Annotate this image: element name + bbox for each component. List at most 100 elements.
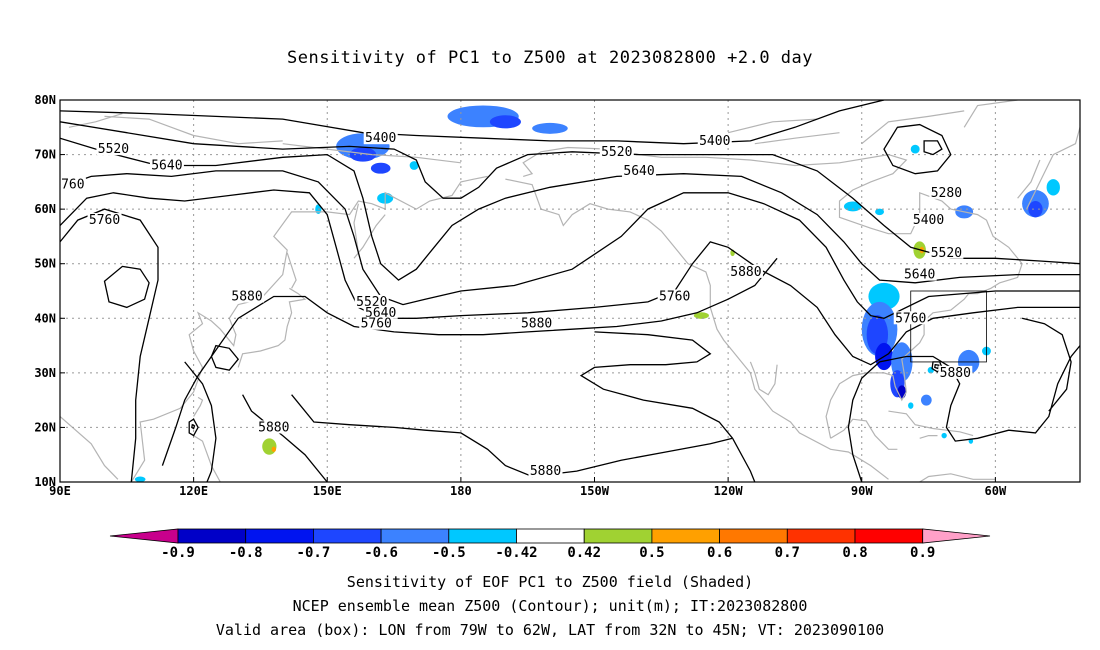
contour-label: 5400 bbox=[365, 131, 396, 146]
coastline bbox=[892, 473, 996, 482]
lon-label: 90W bbox=[851, 484, 873, 498]
sensitivity-patch bbox=[920, 394, 932, 406]
z500-contour bbox=[291, 394, 733, 478]
sensitivity-patch bbox=[1046, 179, 1060, 196]
z500-contour bbox=[60, 208, 159, 482]
z500-contour bbox=[732, 437, 756, 482]
lon-label: 150W bbox=[580, 484, 610, 498]
contour-label: 5880 bbox=[521, 317, 552, 332]
contour-label-bg bbox=[87, 213, 122, 227]
coastline bbox=[130, 175, 488, 482]
sensitivity-patch bbox=[370, 162, 391, 174]
plot-area: 5400 5520 5640 5760 5760 5880 5520 5640 5760 5880… bbox=[60, 100, 1080, 564]
contour-label-bg bbox=[622, 163, 657, 177]
contour-label: 5880 bbox=[730, 265, 761, 280]
coastline bbox=[193, 435, 221, 482]
sensitivity-patch bbox=[908, 402, 914, 409]
z500-contour-loop bbox=[934, 363, 940, 370]
contour-label-bg bbox=[728, 264, 763, 278]
contour-label-bg bbox=[149, 158, 184, 172]
coastline bbox=[505, 178, 889, 480]
colorbar-segment bbox=[245, 528, 314, 544]
contour-label: 5880 bbox=[940, 366, 971, 381]
sensitivity-patch bbox=[910, 144, 920, 154]
colorbar-label: -0.5 bbox=[432, 545, 466, 561]
colorbar-segment bbox=[516, 528, 585, 544]
colorbar-label: 0.9 bbox=[910, 545, 935, 561]
sensitivity-patch bbox=[941, 432, 947, 439]
colorbar-left-arrow bbox=[109, 528, 179, 544]
sensitivity-patch bbox=[262, 438, 277, 455]
z500-contour bbox=[184, 361, 217, 482]
sensitivity-patch bbox=[349, 147, 377, 162]
coastline bbox=[522, 146, 1023, 439]
contour-label-bg bbox=[528, 464, 563, 478]
coastline bbox=[60, 416, 119, 480]
coastline bbox=[1017, 159, 1041, 199]
sensitivity-patch bbox=[409, 161, 419, 170]
lat-label: 70N bbox=[34, 148, 56, 162]
colorbar-segment bbox=[583, 528, 653, 544]
sensitivity-patch bbox=[489, 115, 522, 129]
contour-labels: 5400 5520 5640 5760 5760 5880 5520 5640 5760 5880… bbox=[60, 131, 973, 479]
z500-contour-loop bbox=[188, 418, 199, 437]
z500-contour bbox=[60, 170, 1080, 319]
coastline bbox=[919, 435, 938, 439]
coastline bbox=[68, 113, 123, 128]
contour-label-bg bbox=[902, 267, 937, 281]
contour-label: 5760 bbox=[361, 317, 392, 332]
colorbar-label: 0.8 bbox=[842, 545, 867, 561]
contour-label-bg bbox=[256, 420, 291, 434]
coastline bbox=[149, 493, 153, 564]
colorbar-label: 0.6 bbox=[707, 545, 732, 561]
contour-label: 5280 bbox=[931, 186, 962, 201]
z500-contours bbox=[60, 100, 1080, 482]
coastline bbox=[237, 287, 307, 368]
coastline bbox=[727, 118, 818, 134]
coastline bbox=[286, 252, 297, 289]
contour-label: 5760 bbox=[89, 213, 120, 228]
sensitivity-patch bbox=[897, 385, 907, 399]
lat-label: 60N bbox=[34, 202, 56, 216]
caption-line-1: Sensitivity of EOF PC1 to Z500 field (Sh… bbox=[346, 573, 754, 591]
contour-label: 5400 bbox=[699, 134, 730, 149]
z500-contour-loop bbox=[191, 423, 196, 430]
colorbar-segment bbox=[786, 528, 856, 544]
z500-contour bbox=[242, 394, 328, 482]
sensitivity-patch bbox=[875, 208, 885, 216]
z500-contour bbox=[1021, 317, 1072, 412]
coastline bbox=[888, 410, 974, 437]
colorbar-segment bbox=[312, 528, 382, 544]
contour-label-bg bbox=[697, 133, 732, 147]
colorbar-label: -0.6 bbox=[364, 545, 398, 561]
contour-label: 5640 bbox=[904, 268, 935, 283]
sensitivity-patch bbox=[532, 122, 568, 134]
z500-contour bbox=[161, 257, 778, 466]
lon-label: 180 bbox=[450, 484, 472, 498]
colorbar-segment bbox=[380, 528, 450, 544]
contour-label-bg bbox=[230, 289, 265, 303]
colorbar-segment bbox=[854, 528, 924, 544]
colorbar-label: 0.42 bbox=[567, 545, 601, 561]
caption-line-3: Valid area (box): LON from 79W to 62W, L… bbox=[215, 621, 885, 639]
colorbar-label: 0.5 bbox=[639, 545, 664, 561]
map-frame bbox=[59, 99, 1081, 483]
contour-label: 5880 bbox=[530, 464, 561, 479]
contour-label: 5760 bbox=[895, 311, 926, 326]
lat-label: 30N bbox=[34, 366, 56, 380]
lon-label: 120W bbox=[714, 484, 744, 498]
lat-label: 40N bbox=[34, 311, 56, 325]
valid-area-rect bbox=[910, 290, 987, 363]
z500-contour bbox=[60, 189, 1080, 366]
map-title: Sensitivity of PC1 to Z500 at 2023082800… bbox=[286, 48, 813, 68]
lon-label: 120E bbox=[179, 484, 208, 498]
contour-label-bg bbox=[96, 142, 131, 156]
lat-label: 20N bbox=[34, 420, 56, 434]
contour-label: 5520 bbox=[98, 142, 129, 157]
coastline bbox=[104, 115, 283, 145]
contour-label-bg bbox=[929, 185, 964, 199]
colorbar-label: 0.7 bbox=[775, 545, 800, 561]
contour-label-bg bbox=[519, 316, 554, 330]
contour-label-bg bbox=[657, 289, 692, 303]
